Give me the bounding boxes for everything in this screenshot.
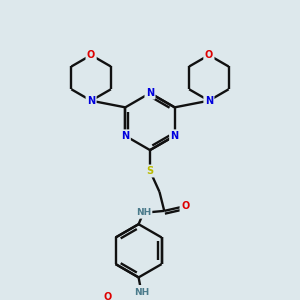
Text: O: O [87,50,95,60]
Text: N: N [121,131,129,141]
Text: N: N [171,131,179,141]
Text: N: N [146,88,154,98]
Text: S: S [146,166,154,176]
Text: N: N [87,96,95,106]
Text: O: O [205,50,213,60]
Text: N: N [205,96,213,106]
Text: O: O [103,292,111,300]
Text: NH: NH [134,288,149,297]
Text: NH: NH [136,208,151,217]
Text: O: O [181,201,189,211]
